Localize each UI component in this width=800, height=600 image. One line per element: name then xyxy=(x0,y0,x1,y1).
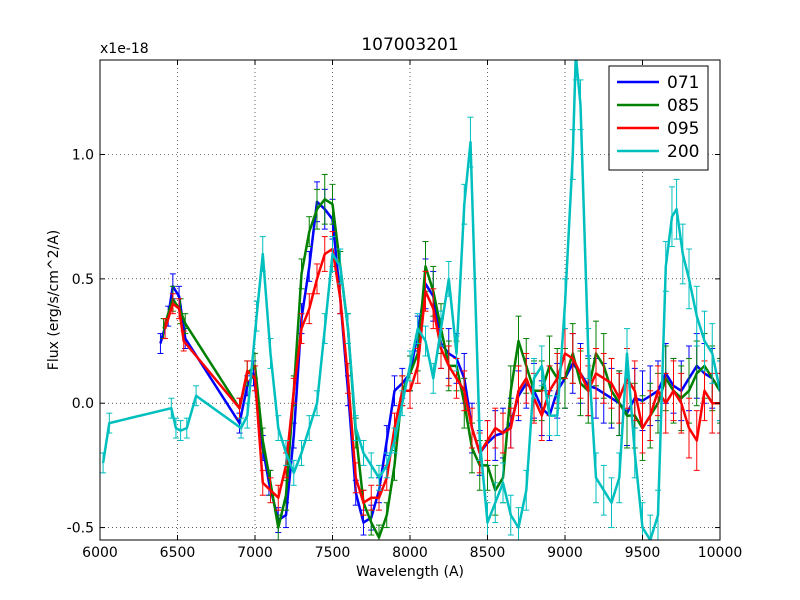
x-tick-label: 7000 xyxy=(237,545,273,561)
x-tick-label: 6000 xyxy=(82,545,118,561)
y-tick-label: 0.5 xyxy=(72,272,94,288)
legend-label-200: 200 xyxy=(667,142,699,162)
x-tick-label: 10000 xyxy=(698,545,743,561)
chart-title: 107003201 xyxy=(361,35,458,55)
x-tick-label: 9500 xyxy=(625,545,661,561)
legend-label-071: 071 xyxy=(667,73,699,93)
x-tick-label: 8000 xyxy=(392,545,428,561)
x-tick-label: 9000 xyxy=(547,545,583,561)
legend-label-085: 085 xyxy=(667,96,699,116)
x-tick-label: 7500 xyxy=(315,545,351,561)
y-offset-label: x1e-18 xyxy=(100,41,149,57)
y-tick-label: 0.0 xyxy=(72,396,94,412)
x-axis-title: Wavelength (A) xyxy=(356,564,464,580)
series-group xyxy=(100,60,720,540)
y-axis-title: Flux (erg/s/cm^2/A) xyxy=(46,230,62,370)
series-line-095 xyxy=(163,247,720,504)
legend-label-095: 095 xyxy=(667,119,699,139)
axis-ticks: 6000 6500 7000 7500 8000 8500 9000 9500 10000 -0.… xyxy=(67,60,743,561)
series-line-200 xyxy=(101,60,720,540)
x-tick-label: 6500 xyxy=(160,545,196,561)
series-200 xyxy=(100,60,720,540)
y-tick-label: 1.0 xyxy=(72,148,94,164)
x-tick-label: 8500 xyxy=(470,545,506,561)
y-tick-label: -0.5 xyxy=(67,521,94,537)
legend-box xyxy=(608,65,709,171)
series-line-071 xyxy=(159,200,720,524)
legend: 071 085 095 200 xyxy=(608,65,709,171)
